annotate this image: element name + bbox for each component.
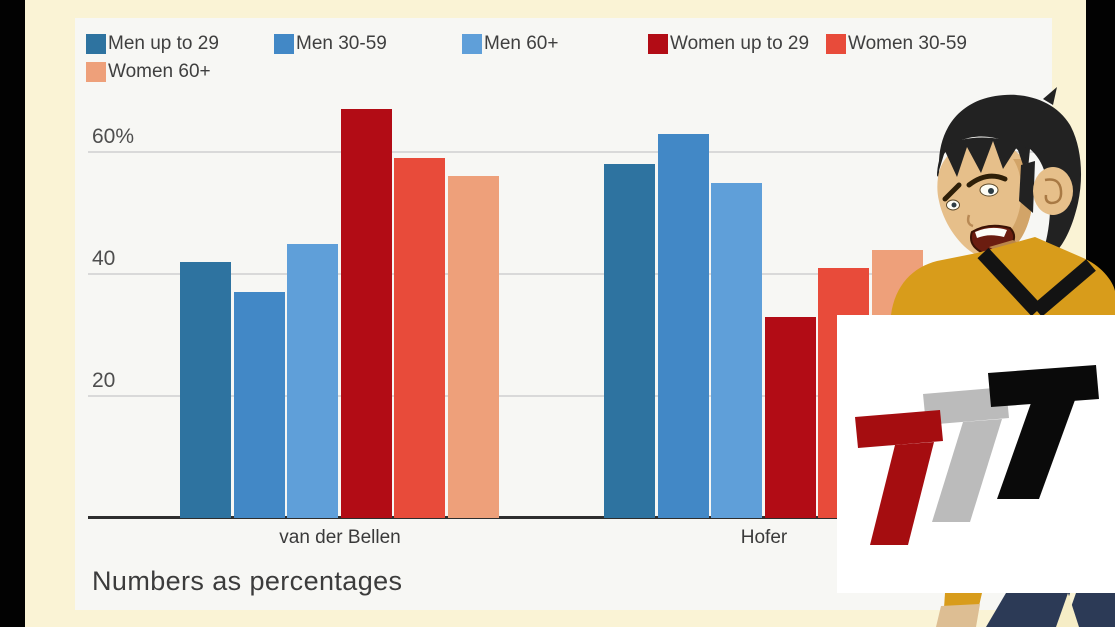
legend-color-chip bbox=[826, 34, 846, 54]
chart-caption: Numbers as percentages bbox=[92, 566, 403, 596]
legend-item: Women up to 29 bbox=[648, 33, 809, 55]
bar bbox=[180, 261, 231, 518]
nose bbox=[966, 214, 974, 228]
bar bbox=[764, 316, 816, 518]
bar bbox=[287, 243, 338, 518]
x-axis-label: Hofer bbox=[740, 527, 788, 548]
legend-label: Women 60+ bbox=[108, 61, 211, 82]
hair-tuft bbox=[1043, 87, 1057, 105]
left-eyebrow bbox=[942, 182, 962, 202]
legend-item: Men 30-59 bbox=[274, 33, 387, 55]
collar-left bbox=[977, 247, 1043, 315]
ear-swirl bbox=[1044, 178, 1063, 205]
y-gridline bbox=[88, 395, 1052, 397]
ear bbox=[1033, 167, 1073, 215]
legend-color-chip bbox=[648, 34, 668, 54]
legend-color-chip bbox=[86, 62, 106, 82]
black-t-letter bbox=[988, 365, 1099, 499]
bar bbox=[340, 109, 392, 518]
teeth bbox=[975, 227, 1007, 238]
bar bbox=[233, 292, 285, 518]
gray-t-letter bbox=[923, 387, 1009, 522]
legs-gap bbox=[1056, 593, 1079, 627]
cartoon-character bbox=[891, 87, 1115, 315]
y-gridline bbox=[88, 151, 1052, 153]
legend-color-chip bbox=[86, 34, 106, 54]
legend-item: Women 60+ bbox=[86, 61, 211, 83]
pants-leg bbox=[986, 593, 1070, 627]
legend-label: Men 60+ bbox=[484, 33, 559, 54]
hair-fringe bbox=[937, 137, 1028, 177]
legend-label: Men 30-59 bbox=[296, 33, 387, 54]
legend-item: Men up to 29 bbox=[86, 33, 219, 55]
ttt-logo bbox=[855, 365, 1099, 545]
right-eyebrow bbox=[966, 173, 1008, 188]
legend-label: Women 30-59 bbox=[848, 33, 967, 54]
legend-item: Men 60+ bbox=[462, 33, 558, 55]
x-axis-label: van der Bellen bbox=[279, 527, 401, 548]
bar bbox=[711, 182, 762, 518]
bar bbox=[447, 176, 499, 518]
y-axis-tick-label: 20 bbox=[92, 369, 116, 392]
bar bbox=[394, 158, 445, 518]
bar bbox=[657, 133, 709, 518]
legend-label: Men up to 29 bbox=[108, 33, 219, 54]
pants-leg bbox=[1064, 593, 1115, 627]
y-gridline bbox=[88, 273, 1052, 275]
red-t-letter bbox=[855, 410, 943, 545]
y-axis-tick-label: 60% bbox=[92, 125, 135, 148]
left-pupil bbox=[951, 202, 957, 208]
legend-item: Women 30-59 bbox=[826, 33, 967, 55]
x-axis-line bbox=[88, 516, 1052, 519]
legend-label: Women up to 29 bbox=[670, 33, 810, 54]
hand bbox=[936, 604, 980, 627]
right-pupil bbox=[988, 188, 994, 194]
y-axis-tick-label: 40 bbox=[92, 247, 116, 270]
bar bbox=[604, 164, 655, 518]
hair bbox=[937, 94, 1082, 254]
logo-box bbox=[837, 315, 1115, 593]
left-black-bar bbox=[0, 0, 25, 627]
legend-color-chip bbox=[274, 34, 294, 54]
shirt-tail bbox=[944, 593, 982, 608]
sideburn bbox=[1019, 161, 1035, 213]
character-legs bbox=[936, 593, 1115, 627]
legend-color-chip bbox=[462, 34, 482, 54]
collar-right bbox=[1032, 259, 1096, 315]
